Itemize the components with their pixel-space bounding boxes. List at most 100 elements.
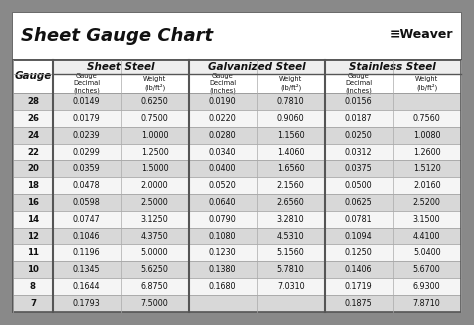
Text: 0.0280: 0.0280 (209, 131, 237, 140)
Text: 0.0790: 0.0790 (209, 215, 237, 224)
Text: 20: 20 (27, 164, 39, 173)
Text: 26: 26 (27, 114, 39, 123)
Bar (13, 211, 461, 228)
Text: 0.0312: 0.0312 (345, 148, 373, 157)
Text: 5.0400: 5.0400 (413, 248, 440, 257)
Text: 0.0375: 0.0375 (345, 164, 373, 173)
Bar (13, 228, 461, 244)
Text: 0.0239: 0.0239 (73, 131, 100, 140)
Text: 0.7560: 0.7560 (413, 114, 441, 123)
Text: 2.1560: 2.1560 (277, 181, 305, 190)
Bar (13, 127, 461, 144)
Text: 6.9300: 6.9300 (413, 282, 440, 291)
Text: 11: 11 (27, 248, 39, 257)
Text: 0.1250: 0.1250 (345, 248, 373, 257)
Text: 1.5000: 1.5000 (141, 164, 168, 173)
Bar (325, 59, 461, 74)
Text: 0.1719: 0.1719 (345, 282, 373, 291)
Text: 0.0179: 0.0179 (73, 114, 100, 123)
Text: 2.6560: 2.6560 (277, 198, 305, 207)
Text: 7: 7 (30, 299, 36, 308)
Text: 0.1345: 0.1345 (73, 265, 100, 274)
Text: 1.0000: 1.0000 (141, 131, 168, 140)
Text: 0.7500: 0.7500 (141, 114, 169, 123)
Text: 0.0190: 0.0190 (209, 97, 237, 106)
Bar (13, 244, 461, 261)
Text: 0.1644: 0.1644 (73, 282, 100, 291)
Text: 0.1875: 0.1875 (345, 299, 373, 308)
Bar (13, 278, 461, 295)
Text: 3.2810: 3.2810 (277, 215, 304, 224)
Text: 0.1046: 0.1046 (73, 232, 100, 240)
Text: 0.1793: 0.1793 (73, 299, 100, 308)
Text: 0.1230: 0.1230 (209, 248, 237, 257)
Text: ≡Weaver: ≡Weaver (389, 28, 453, 41)
Text: 2.5200: 2.5200 (413, 198, 441, 207)
Text: 0.9060: 0.9060 (277, 114, 304, 123)
Bar (13, 93, 461, 110)
Text: 6.8750: 6.8750 (141, 282, 169, 291)
Text: 1.5120: 1.5120 (413, 164, 441, 173)
Text: 0.7810: 0.7810 (277, 97, 304, 106)
Text: 7.5000: 7.5000 (141, 299, 169, 308)
Text: Galvanized Steel: Galvanized Steel (208, 62, 306, 72)
Bar (13, 59, 461, 93)
Text: 5.1560: 5.1560 (277, 248, 305, 257)
Bar (13, 144, 461, 161)
Text: 0.0500: 0.0500 (345, 181, 373, 190)
Text: 0.1094: 0.1094 (345, 232, 373, 240)
Text: 2.0000: 2.0000 (141, 181, 168, 190)
Bar (13, 161, 461, 177)
Text: 0.6250: 0.6250 (141, 97, 169, 106)
Text: 4.4100: 4.4100 (413, 232, 440, 240)
Text: 10: 10 (27, 265, 39, 274)
Text: 5.7810: 5.7810 (277, 265, 305, 274)
Bar (13, 295, 461, 312)
Text: 0.0299: 0.0299 (73, 148, 100, 157)
Text: 1.4060: 1.4060 (277, 148, 304, 157)
Text: 0.1196: 0.1196 (73, 248, 100, 257)
Text: 0.0520: 0.0520 (209, 181, 237, 190)
Text: 18: 18 (27, 181, 39, 190)
Bar (13, 261, 461, 278)
Text: 5.6700: 5.6700 (413, 265, 441, 274)
Text: 5.6250: 5.6250 (141, 265, 169, 274)
Text: 0.0250: 0.0250 (345, 131, 373, 140)
Text: Weight
(lb/ft²): Weight (lb/ft²) (143, 76, 166, 91)
Text: Sheet Gauge Chart: Sheet Gauge Chart (21, 27, 213, 46)
Text: 0.0640: 0.0640 (209, 198, 237, 207)
Text: 0.0598: 0.0598 (73, 198, 100, 207)
Text: 0.0156: 0.0156 (345, 97, 373, 106)
Bar (13, 110, 461, 127)
Text: Gauge: Gauge (14, 72, 52, 81)
Bar (13, 177, 461, 194)
Bar (13, 59, 461, 312)
Text: 1.1560: 1.1560 (277, 131, 304, 140)
Text: 3.1500: 3.1500 (413, 215, 440, 224)
Text: 2.5000: 2.5000 (141, 198, 169, 207)
Text: 0.0149: 0.0149 (73, 97, 100, 106)
Text: 1.6560: 1.6560 (277, 164, 304, 173)
Text: Stainless Steel: Stainless Steel (349, 62, 436, 72)
Text: 0.0625: 0.0625 (345, 198, 373, 207)
Text: 0.0781: 0.0781 (345, 215, 373, 224)
Text: 0.0478: 0.0478 (73, 181, 100, 190)
Text: 2.0160: 2.0160 (413, 181, 440, 190)
Text: 1.2500: 1.2500 (141, 148, 169, 157)
Bar (13, 13, 461, 59)
Text: 0.0220: 0.0220 (209, 114, 237, 123)
Bar (13, 194, 461, 211)
Bar (53, 59, 189, 74)
Text: 4.5310: 4.5310 (277, 232, 304, 240)
Text: 0.1380: 0.1380 (209, 265, 237, 274)
Text: 16: 16 (27, 198, 39, 207)
Text: 5.0000: 5.0000 (141, 248, 168, 257)
Text: 0.0400: 0.0400 (209, 164, 237, 173)
Text: Gauge
Decimal
(inches): Gauge Decimal (inches) (345, 73, 372, 94)
Text: 12: 12 (27, 232, 39, 240)
Text: 7.0310: 7.0310 (277, 282, 304, 291)
Text: 22: 22 (27, 148, 39, 157)
Text: 7.8710: 7.8710 (413, 299, 441, 308)
Text: 24: 24 (27, 131, 39, 140)
Text: 4.3750: 4.3750 (141, 232, 169, 240)
